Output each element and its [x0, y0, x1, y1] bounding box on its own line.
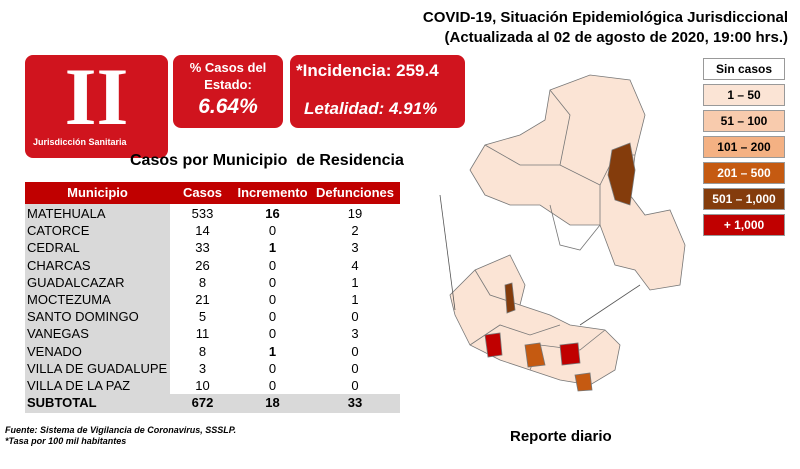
column-header: Casos — [182, 185, 223, 200]
cell-number: 5 — [198, 309, 207, 325]
cell-name: MATEHUALA — [27, 206, 106, 221]
cell-number: 1 — [351, 292, 359, 307]
note: *Tasa por 100 mil habitantes — [5, 436, 127, 446]
cell-number: 0 — [351, 360, 359, 376]
cell-number: 16 — [265, 206, 280, 221]
table: Municipio Casos Incremento Defunciones MATEH… — [25, 182, 400, 414]
rates: *Incidencia: 259.4 Letalidad: 4.91% — [290, 55, 465, 128]
legend-item: Sin casos — [703, 58, 785, 80]
cell-number: 0 — [268, 274, 277, 290]
subtotal-bg — [25, 394, 400, 414]
cell-number: 0 — [268, 292, 277, 307]
cell-number: 0 — [268, 378, 277, 393]
cell-number: 1 — [351, 274, 359, 290]
title: COVID-19, Situación Epidemiológica Juris… — [422, 9, 788, 26]
cell-number: 3 — [351, 240, 359, 256]
cell-number: 8 — [198, 274, 207, 290]
cell-number: 0 — [268, 309, 277, 325]
cell-name: CEDRAL — [27, 240, 80, 256]
header: COVID-19, Situación Epidemiológica Juris… — [423, 8, 788, 48]
map — [439, 74, 686, 392]
cell-number: 2 — [351, 223, 359, 239]
column-header: Defunciones — [315, 185, 394, 200]
badge-numeral: II — [64, 51, 129, 142]
badge-label: Jurisdicción Sanitaria — [33, 137, 127, 147]
cell-number: 14 — [195, 223, 210, 239]
header-bg — [25, 182, 400, 204]
cell-number: 0 — [351, 378, 359, 393]
subtotal-cell: 672 — [191, 395, 214, 411]
cell-name: MOCTEZUMA — [27, 292, 111, 307]
cell-number: 33 — [195, 240, 210, 256]
cell-number: 1 — [268, 343, 277, 359]
cell-number: 0 — [268, 360, 277, 376]
cell-number: 21 — [195, 292, 210, 307]
cell-name: VANEGAS — [27, 326, 89, 342]
cell-name: CATORCE — [27, 223, 90, 239]
source: Fuente: Sistema de Vigilancia de Coronav… — [5, 425, 237, 435]
subtotal-cell: SUBTOTAL — [27, 395, 97, 411]
cell-number: 0 — [268, 326, 277, 342]
cell-number: 533 — [191, 206, 214, 221]
cell-number: 4 — [351, 257, 359, 273]
legend-item: + 1,000 — [703, 214, 785, 236]
table-title: Casos por Municipio de Residencia — [130, 152, 404, 169]
incidence: *Incidencia: 259.4 — [296, 61, 439, 80]
cell-number: 19 — [347, 206, 363, 221]
subtitle: (Actualizada al 02 de agosto de 2020, 19… — [444, 29, 788, 46]
legend-item: 101 – 200 — [703, 136, 785, 158]
cell-name: GUADALCAZAR — [27, 274, 125, 290]
state-share-label: % Casos del Estado: — [189, 60, 267, 92]
cell-number: 0 — [268, 223, 277, 239]
cell-name: VILLA DE LA PAZ — [27, 378, 131, 393]
cell-number: 3 — [198, 360, 207, 376]
cell-number: 0 — [351, 343, 359, 359]
cell-number: 8 — [198, 343, 207, 359]
legend-item: 51 – 100 — [703, 110, 785, 132]
subtotal-cell: 33 — [347, 395, 363, 411]
legend-item: 1 – 50 — [703, 84, 785, 106]
lethality: Letalidad: 4.91% — [304, 99, 438, 118]
cell-name: VILLA DE GUADALUPE — [27, 360, 168, 376]
footer: Fuente: Sistema de Vigilancia de Coronav… — [5, 425, 245, 447]
cell-number: 0 — [351, 309, 359, 325]
cell-name: VENADO — [27, 343, 82, 359]
caption: Reporte diario — [510, 428, 612, 445]
badge: II Jurisdicción Sanitaria — [25, 55, 168, 158]
cell-number: 10 — [195, 378, 210, 393]
cell-number: 26 — [195, 257, 210, 273]
cell-number: 0 — [268, 257, 277, 273]
cell-number: 3 — [351, 326, 359, 342]
cell-number: 1 — [268, 240, 277, 256]
name-col-bg — [25, 204, 170, 410]
column-header: Incremento — [237, 185, 308, 200]
legend: Sin casos 1 – 50 51 – 100 101 – 200 201 – 50… — [703, 58, 785, 240]
state-share: % Casos del Estado: 6.64% — [173, 55, 283, 128]
cell-name: SANTO DOMINGO — [27, 309, 139, 325]
cell-number: 11 — [195, 326, 210, 342]
column-header: Municipio — [67, 185, 128, 200]
legend-item: 201 – 500 — [703, 162, 785, 184]
cell-name: CHARCAS — [27, 257, 91, 273]
state-share-value: 6.64% — [198, 95, 258, 118]
subtotal-cell: 18 — [265, 395, 280, 411]
legend-item: 501 – 1,000 — [703, 188, 785, 210]
